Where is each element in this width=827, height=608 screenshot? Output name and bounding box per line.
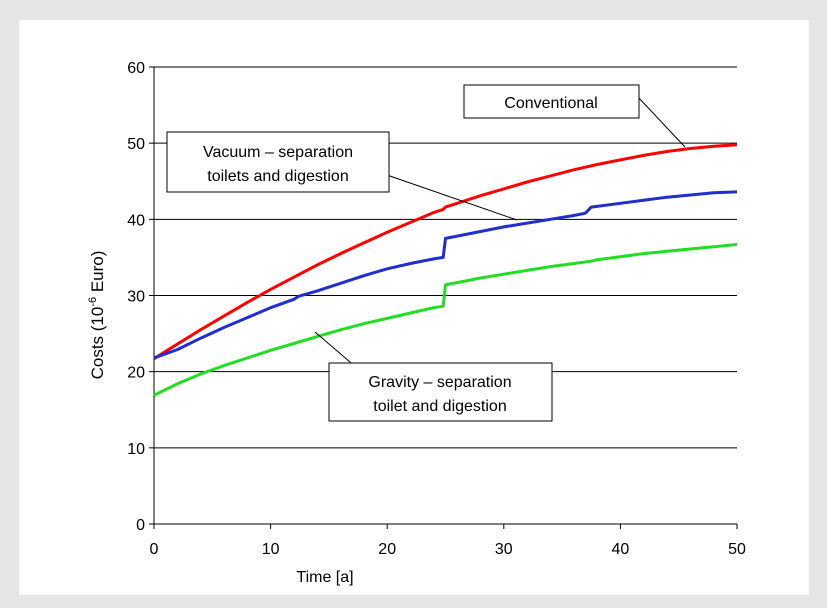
y-tick-label: 30 bbox=[127, 289, 145, 306]
gravity-label-box bbox=[328, 362, 553, 422]
y-tick-label: 40 bbox=[127, 212, 145, 229]
x-tick-label: 20 bbox=[378, 541, 396, 558]
x-tick-label: 10 bbox=[262, 541, 280, 558]
x-tick-label: 0 bbox=[150, 541, 159, 558]
vacuum-label-line2: toilets and digestion bbox=[207, 168, 348, 185]
annotations: Conventional Vacuum – separation toilets a… bbox=[166, 84, 686, 422]
x-tick-label: 50 bbox=[728, 541, 746, 558]
conventional-label-box bbox=[463, 84, 640, 119]
y-tick-label: 50 bbox=[127, 136, 145, 153]
x-tick-label: 40 bbox=[612, 541, 630, 558]
y-tick-label: 20 bbox=[127, 365, 145, 382]
vacuum-label-line1: Vacuum – separation bbox=[203, 144, 353, 161]
y-tick-label: 60 bbox=[127, 60, 145, 77]
axes: 0 10 20 30 40 50 60 0 10 20 30 40 50 bbox=[127, 60, 746, 558]
vacuum-leader bbox=[386, 174, 518, 221]
vacuum-label-box bbox=[166, 131, 390, 193]
y-tick-label: 10 bbox=[127, 441, 145, 458]
conventional-line bbox=[153, 143, 738, 360]
series-lines bbox=[153, 143, 738, 397]
y-axis-label-superscript: -6 bbox=[87, 297, 99, 307]
y-axis-label: Costs (10-6 Euro) bbox=[87, 251, 107, 380]
y-tick-label: 0 bbox=[136, 517, 145, 534]
x-axis-label: Time [a] bbox=[296, 569, 353, 586]
conventional-leader bbox=[636, 95, 686, 148]
gravity-label-line2: toilet and digestion bbox=[373, 398, 506, 415]
y-axis-label-main: Costs (10 bbox=[88, 307, 107, 380]
conventional-label: Conventional bbox=[504, 95, 597, 112]
cost-line-chart: 0 10 20 30 40 50 60 0 10 20 30 40 50 Conventional Vac… bbox=[87, 60, 746, 586]
y-axis-label-unit: Euro) bbox=[88, 251, 107, 297]
chart-panel: 0 10 20 30 40 50 60 0 10 20 30 40 50 Conventional Vac… bbox=[19, 20, 809, 595]
gravity-line bbox=[153, 243, 738, 397]
x-tick-label: 30 bbox=[495, 541, 513, 558]
vacuum-line bbox=[153, 190, 738, 360]
gravity-label-line1: Gravity – separation bbox=[368, 374, 511, 391]
